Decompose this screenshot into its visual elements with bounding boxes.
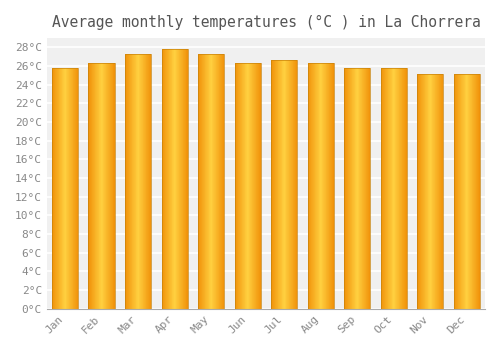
Bar	[88, 63, 115, 309]
Bar	[344, 68, 370, 309]
Bar	[308, 63, 334, 309]
Bar	[125, 54, 152, 309]
Bar	[454, 74, 480, 309]
Bar	[52, 68, 78, 309]
Bar	[417, 74, 444, 309]
Bar	[198, 54, 224, 309]
Bar	[234, 63, 261, 309]
Bar	[271, 60, 297, 309]
Bar	[162, 49, 188, 309]
Title: Average monthly temperatures (°C ) in La Chorrera: Average monthly temperatures (°C ) in La…	[52, 15, 480, 30]
Bar	[380, 68, 407, 309]
